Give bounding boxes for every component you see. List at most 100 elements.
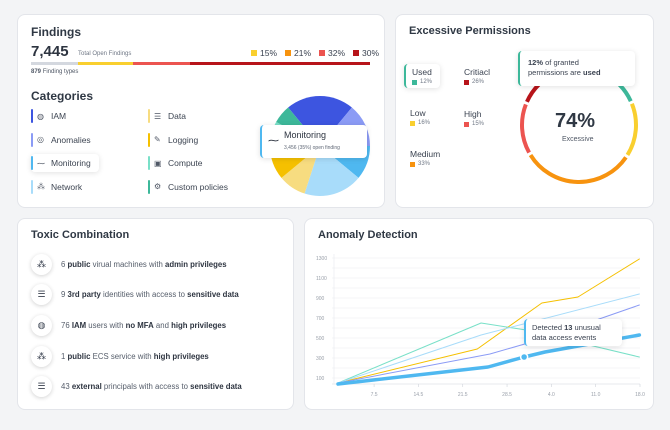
permission-pct: 15%: [464, 121, 484, 127]
series-line-0: [337, 258, 640, 384]
category-item-compute[interactable]: ▣ Compute: [148, 154, 203, 172]
permission-pct-value: 16%: [418, 120, 431, 126]
row-text: 43: [61, 382, 72, 392]
donut-segment-low[interactable]: [625, 103, 638, 157]
category-label: Data: [168, 111, 186, 121]
fingerprint-icon: ◍: [31, 314, 52, 336]
permissions-title: Excessive Permissions: [409, 25, 531, 37]
highlight-point[interactable]: [519, 352, 529, 362]
total-findings-label: Total Open Findings: [78, 51, 132, 57]
category-label: Network: [51, 181, 83, 192]
finding-types-label: Finding types: [42, 69, 79, 75]
y-tick-label: 300: [316, 356, 325, 362]
category-item-network[interactable]: ⁂ Network: [31, 178, 82, 196]
tooltip-post: unusual: [572, 323, 601, 332]
category-color-bar: [148, 132, 150, 147]
toxic-row[interactable]: ⁂ 6 public virual machines with admin pri…: [31, 253, 227, 275]
finding-types-count: 879: [31, 69, 42, 75]
toxic-row[interactable]: ◍ 76 IAM users with no MFA and high privi…: [31, 314, 226, 336]
pie-slice-iam[interactable]: [288, 96, 352, 146]
log-icon: ✎: [154, 135, 161, 144]
legend-label: 30%: [362, 48, 380, 58]
toxic-row[interactable]: ⁂ 1 public ECS service with high privileg…: [31, 345, 209, 367]
category-item-iam[interactable]: ◍ IAM: [31, 107, 66, 125]
legend-swatch: [464, 79, 469, 85]
tooltip-count: 13: [564, 323, 573, 332]
category-label: Logging: [168, 134, 199, 145]
legend-label: 15%: [260, 48, 278, 58]
custom-policy-icon: ⚙: [154, 182, 162, 191]
permission-item-low[interactable]: Low 16%: [410, 108, 430, 126]
toxic-row-text: 76 IAM users with no MFA and high privil…: [61, 321, 226, 330]
row-text: 9: [61, 290, 68, 300]
toxic-row-text: 43 external principals with access to se…: [61, 382, 242, 391]
highlight-text: admin privileges: [165, 259, 227, 269]
series-line-2: [337, 293, 640, 384]
permission-item-medium[interactable]: Medium 33%: [410, 149, 440, 167]
severity-legend-item: 21%: [285, 48, 311, 58]
y-tick-label: 1100: [316, 276, 327, 282]
category-color-bar: [148, 156, 150, 170]
legend-label: 32%: [328, 48, 346, 58]
category-item-anomalies[interactable]: ◎ Anomalies: [31, 131, 91, 149]
tooltip-text: of granted: [543, 58, 579, 67]
database-icon: ☰: [31, 376, 52, 398]
category-label: Monitoring: [51, 158, 91, 168]
category-label: IAM: [51, 111, 67, 121]
severity-legend-item: 32%: [319, 48, 345, 58]
highlight-text: public: [67, 351, 91, 361]
legend-swatch: [410, 120, 415, 126]
toxic-title: Toxic Combination: [31, 229, 130, 241]
anomaly-line-chart: 100 300 500 700 900 1100 1300 7.5 14.5 21.5 28.5 4.…: [316, 254, 645, 398]
legend-swatch: [410, 161, 415, 167]
toxic-row[interactable]: ☰ 9 3rd party identities with access to s…: [31, 284, 239, 306]
pulse-icon: ⁓: [37, 158, 45, 168]
severity-legend-item: 15%: [251, 48, 277, 58]
tooltip-used: used: [583, 68, 601, 77]
highlight-text: public: [67, 259, 91, 269]
findings-title: Findings: [31, 25, 81, 39]
database-icon: ☰: [31, 284, 52, 306]
pie-tooltip: ⁓ Monitoring 3,456 (35%) open finding: [260, 125, 367, 158]
fingerprint-icon: ◍: [37, 111, 44, 121]
category-label: Compute: [168, 158, 203, 168]
severity-bar-segment: [132, 62, 191, 65]
excessive-value: 74%: [555, 110, 596, 132]
permission-pct: 33%: [410, 161, 440, 167]
x-tick-label: 14.5: [414, 392, 424, 398]
legend-swatch: [412, 79, 417, 85]
highlight-text: sensitive data: [190, 382, 242, 392]
row-text: 6: [61, 259, 68, 269]
category-item-logging[interactable]: ✎ Logging: [148, 131, 198, 149]
x-tick-label: 21.5: [458, 392, 468, 398]
permission-item-high[interactable]: High 15%: [464, 109, 484, 127]
permission-pct-value: 26%: [472, 79, 485, 85]
network-icon: ⁂: [31, 345, 52, 367]
permission-item-used[interactable]: Used 12%: [404, 64, 441, 88]
pie-tooltip-title: Monitoring: [284, 130, 327, 140]
highlight-text: high privileges: [153, 351, 209, 361]
network-icon: ⁂: [37, 182, 45, 191]
y-tick-label: 700: [316, 316, 325, 322]
donut-segment-high[interactable]: [520, 103, 531, 154]
category-item-custom-policies[interactable]: ⚙ Custom policies: [148, 178, 228, 196]
toxic-row[interactable]: ☰ 43 external principals with access to s…: [31, 376, 242, 398]
category-color-bar: [31, 156, 33, 170]
network-icon: ⁂: [31, 253, 52, 275]
category-item-data[interactable]: ☰ Data: [148, 107, 186, 125]
y-tick-label: 500: [316, 336, 325, 342]
donut-segment-medium[interactable]: [528, 153, 628, 184]
categories-title: Categories: [31, 89, 94, 103]
toxic-row-text: 6 public virual machines with admin priv…: [61, 260, 227, 269]
permission-name: High: [464, 109, 482, 119]
x-tick-label: 4.0: [548, 392, 555, 398]
pie-slice-network[interactable]: [304, 146, 359, 196]
row-text: virual machines with: [90, 259, 166, 269]
permission-item-critiacl[interactable]: Critiacl 26%: [464, 67, 490, 85]
category-item-monitoring[interactable]: ⁓ Monitoring: [31, 154, 99, 172]
severity-legend-item: 30%: [353, 48, 379, 58]
row-text: users with: [86, 320, 126, 330]
database-icon: ☰: [154, 111, 162, 121]
category-label: Custom policies: [168, 181, 228, 192]
finding-types: 879 Finding types: [31, 69, 78, 75]
